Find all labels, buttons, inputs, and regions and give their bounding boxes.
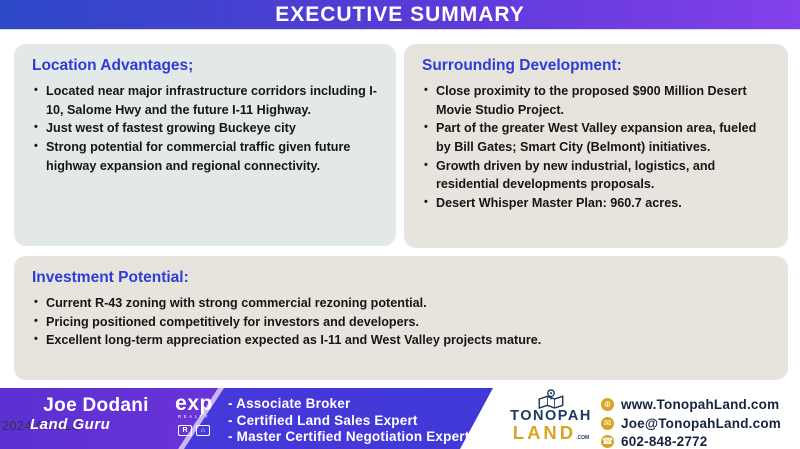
realtor-icon: R [178, 425, 192, 436]
exp-realty-label: REALTY [177, 414, 211, 419]
list-item-text: Current R-43 zoning with strong commerci… [46, 296, 427, 310]
header-banner: EXECUTIVE SUMMARY [0, 0, 800, 30]
list-item: • Close proximity to the proposed $900 M… [422, 82, 770, 119]
bullet-icon: • [34, 333, 38, 346]
contact-website: www.TonopahLand.com [621, 397, 780, 412]
page-title: EXECUTIVE SUMMARY [275, 2, 525, 26]
list-item-text: Desert Whisper Master Plan: 960.7 acres. [436, 195, 682, 210]
credential-item: - Master Certified Negotiation Expert [228, 429, 470, 444]
bullet-icon: • [34, 139, 38, 152]
contact-phone: 602-848-2772 [621, 434, 708, 449]
footer-purple-panel [0, 388, 218, 449]
equal-housing-icon: ⌂ [196, 425, 210, 436]
exp-logo-word: exp [175, 392, 213, 415]
logo-com-suffix: .COM [576, 435, 590, 441]
list-item: • Desert Whisper Master Plan: 960.7 acre… [422, 194, 770, 213]
list-item: • Part of the greater West Valley expans… [422, 119, 770, 156]
bullet-list: • Current R-43 zoning with strong commer… [32, 294, 770, 350]
logo-land-text: LAND.COM [512, 422, 590, 443]
card-title: Location Advantages; [32, 57, 194, 74]
card-location-advantages: Location Advantages; • Located near majo… [14, 44, 396, 246]
list-item: • Strong potential for commercial traffi… [32, 138, 378, 175]
credential-item: - Associate Broker [228, 396, 351, 411]
footer-banner: Joe Dodani 2024 ARMLS Land Guru exp REAL… [0, 388, 800, 449]
bullet-list: • Close proximity to the proposed $900 M… [422, 82, 770, 212]
list-item: • Current R-43 zoning with strong commer… [32, 294, 770, 313]
list-item: • Excellent long-term appreciation expec… [32, 331, 770, 350]
bullet-icon: • [34, 84, 38, 96]
list-item-text: Just west of fastest growing Buckeye cit… [46, 121, 296, 136]
card-title: Surrounding Development: [422, 57, 622, 74]
bullet-icon: • [34, 296, 38, 308]
card-surrounding-development: Surrounding Development: • Close proximi… [404, 44, 788, 248]
watermark-text: 2024 ARMLS [2, 419, 81, 433]
bullet-icon: • [424, 121, 428, 134]
agent-tagline: Land Guru [30, 416, 111, 433]
credentials-list: - Associate Broker - Certified Land Sale… [228, 396, 469, 446]
list-item-text: Excellent long-term appreciation expecte… [46, 333, 542, 348]
agent-name: Joe Dodani [43, 395, 149, 416]
list-item-text: Located near major infrastructure corrid… [46, 84, 377, 117]
phone-icon: ☎ [601, 435, 614, 448]
list-item-text: Growth driven by new industrial, logisti… [436, 158, 716, 192]
list-item-text: Close proximity to the proposed $900 Mil… [436, 84, 747, 117]
list-item: • Just west of fastest growing Buckeye c… [32, 119, 378, 138]
contact-email: Joe@TonopahLand.com [621, 415, 781, 431]
card-title: Investment Potential: [32, 269, 189, 286]
list-item: • Pricing positioned competitively for i… [32, 313, 770, 332]
list-item: • Growth driven by new industrial, logis… [422, 157, 770, 194]
brokerage-badges: R ⌂ [172, 425, 216, 436]
contact-phone-row: ☎ 602-848-2772 [601, 434, 781, 449]
contact-website-row: ⊕ www.TonopahLand.com [601, 397, 781, 412]
list-item-text: Pricing positioned competitively for inv… [46, 314, 420, 329]
credential-item: - Certified Land Sales Expert [228, 412, 418, 428]
exp-realty-logo: exp REALTY R ⌂ [172, 392, 216, 436]
email-icon: ✉ [601, 416, 614, 430]
logo-tonopah-text: TONOPAH [510, 408, 592, 424]
list-item-text: Part of the greater West Valley expansio… [436, 121, 757, 154]
contact-block: ⊕ www.TonopahLand.com ✉ Joe@TonopahLand.… [601, 397, 781, 449]
list-item: • Located near major infrastructure corr… [32, 82, 378, 119]
globe-icon: ⊕ [601, 398, 614, 411]
bullet-icon: • [424, 158, 428, 171]
map-pin-icon [505, 389, 597, 409]
tonopah-land-logo: TONOPAH LAND.COM RESIDENTIAL · COMMERCIA… [505, 389, 597, 449]
list-item-text: Strong potential for commercial traffic … [46, 139, 351, 173]
card-investment-potential: Investment Potential: • Current R-43 zon… [14, 256, 788, 380]
contact-email-row: ✉ Joe@TonopahLand.com [601, 416, 781, 431]
bullet-icon: • [424, 84, 428, 96]
bullet-icon: • [34, 314, 38, 327]
bullet-icon: • [424, 195, 428, 208]
bullet-list: • Located near major infrastructure corr… [32, 82, 378, 175]
bullet-icon: • [34, 121, 38, 134]
